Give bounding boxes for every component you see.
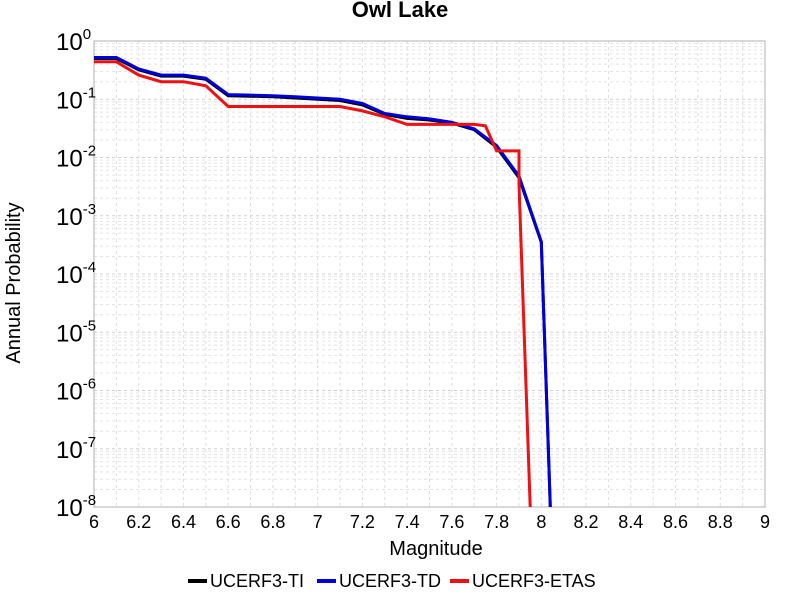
y-tick-label: 10-7 bbox=[56, 434, 96, 464]
x-tick-label: 8 bbox=[536, 512, 546, 532]
x-tick-label: 7.2 bbox=[350, 512, 375, 532]
legend: UCERF3-TI UCERF3-TD UCERF3-ETAS bbox=[188, 571, 596, 591]
x-tick-label: 6.2 bbox=[126, 512, 151, 532]
legend-label: UCERF3-TI bbox=[210, 571, 304, 591]
x-tick-label: 6.6 bbox=[216, 512, 241, 532]
x-tick-label: 6.4 bbox=[171, 512, 196, 532]
x-tick-label: 6.8 bbox=[260, 512, 285, 532]
plot-frame bbox=[93, 40, 766, 508]
x-tick-label: 7.6 bbox=[439, 512, 464, 532]
y-axis-label: Annual Probability bbox=[3, 202, 25, 363]
y-axis-ticks: 100 10-1 10-2 10-3 10-4 10-5 10-6 10-7 10-8 bbox=[56, 26, 96, 522]
series-layer bbox=[94, 56, 552, 508]
x-tick-label: 9 bbox=[760, 512, 770, 532]
y-tick-label: 10-6 bbox=[56, 376, 96, 406]
x-tick-label: 8.4 bbox=[618, 512, 643, 532]
x-tick-label: 8.6 bbox=[663, 512, 688, 532]
y-tick-label: 100 bbox=[56, 26, 91, 56]
chart-title: Owl Lake bbox=[352, 0, 449, 22]
x-tick-label: 7.8 bbox=[484, 512, 509, 532]
y-tick-label: 10-1 bbox=[56, 84, 96, 114]
legend-label: UCERF3-TD bbox=[339, 571, 441, 591]
legend-label: UCERF3-ETAS bbox=[472, 571, 596, 591]
x-tick-label: 7 bbox=[313, 512, 323, 532]
series-line bbox=[94, 60, 532, 508]
x-tick-label: 8.2 bbox=[574, 512, 599, 532]
x-tick-label: 6 bbox=[89, 512, 99, 532]
y-tick-label: 10-8 bbox=[56, 492, 96, 522]
x-tick-label: 7.4 bbox=[395, 512, 420, 532]
grid bbox=[93, 41, 766, 508]
x-tick-label: 8.8 bbox=[708, 512, 733, 532]
series-line bbox=[94, 56, 552, 508]
y-tick-label: 10-2 bbox=[56, 143, 96, 173]
y-tick-label: 10-3 bbox=[56, 201, 96, 231]
y-tick-label: 10-5 bbox=[56, 317, 96, 347]
y-tick-label: 10-4 bbox=[56, 259, 96, 289]
x-axis-label: Magnitude bbox=[389, 538, 482, 560]
x-axis-ticks: 6 6.2 6.4 6.6 6.8 7 7.2 7.4 7.6 7.8 8 8.2 8.4 8.6 8.8 9 bbox=[89, 512, 770, 532]
